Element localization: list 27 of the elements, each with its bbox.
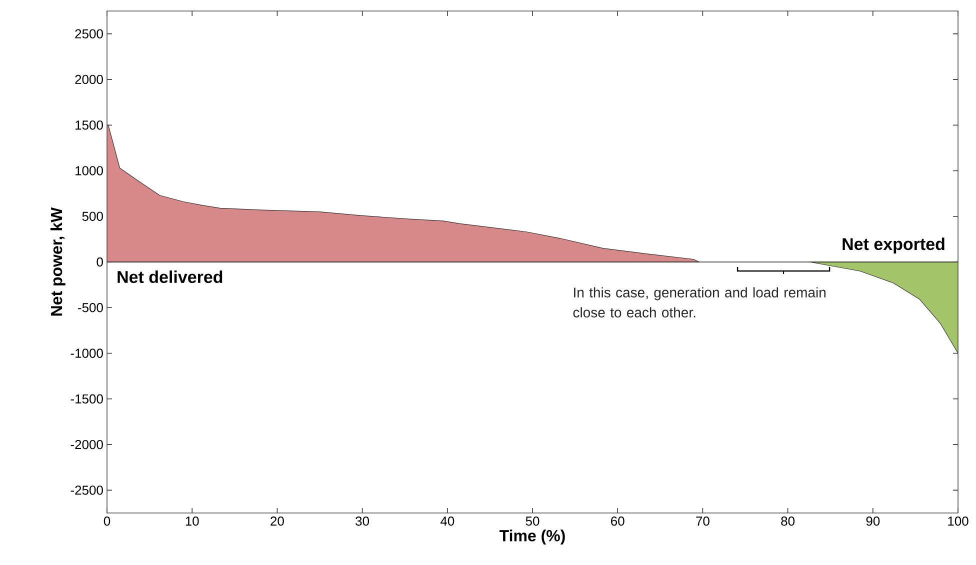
x-tick-label: 60: [611, 516, 624, 526]
y-tick-label: 1500: [76, 120, 103, 130]
y-axis-title: Net power, kW: [50, 207, 66, 316]
x-tick-label: 10: [186, 516, 199, 526]
x-tick-label: 50: [526, 516, 540, 526]
x-tick-label: 90: [866, 516, 880, 526]
x-tick-label: 80: [781, 516, 795, 526]
y-tick-label: -2500: [70, 486, 103, 495]
y-tick-label: 2000: [75, 74, 103, 84]
y-tick-label: 2500: [75, 29, 103, 38]
x-axis-title: Time (%): [499, 530, 565, 545]
x-tick-label: 20: [270, 516, 284, 526]
y-tick-label: -2000: [70, 440, 103, 450]
y-tick-label: -1500: [70, 394, 103, 404]
series-label: Net exported: [842, 238, 944, 254]
x-tick-label: 30: [356, 516, 370, 526]
annotation: In this case, generation and load remain close to each other.: [573, 287, 826, 318]
x-tick-label: 0: [104, 516, 110, 526]
x-tick-label: 100: [948, 516, 968, 526]
y-tick-label: 1000: [76, 166, 103, 176]
y-tick-label: -1000: [70, 348, 103, 358]
x-tick-label: 70: [696, 516, 710, 526]
y-tick-label: 500: [82, 212, 103, 221]
y-tick-label: -500: [78, 303, 103, 312]
x-tick-label: 40: [440, 516, 454, 526]
series-label: Net delivered: [118, 270, 222, 284]
y-tick-label: 0: [96, 257, 103, 267]
